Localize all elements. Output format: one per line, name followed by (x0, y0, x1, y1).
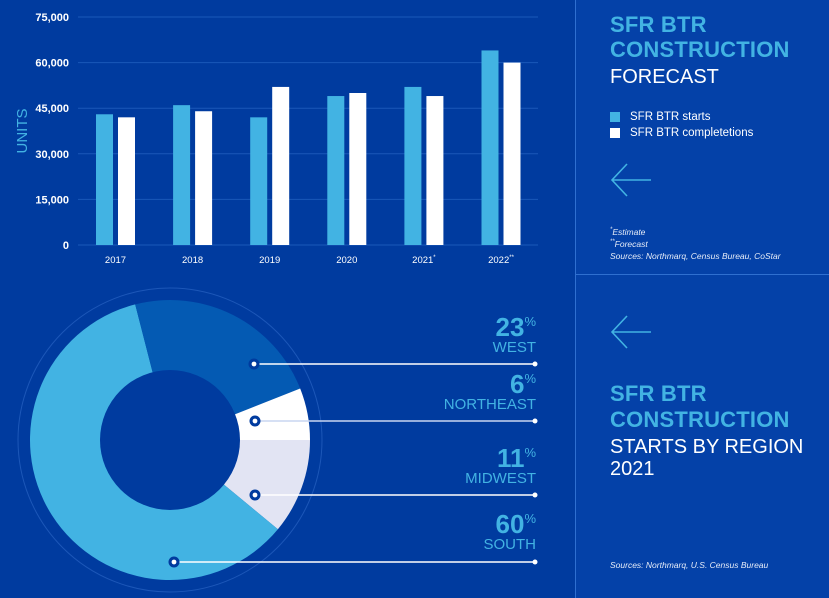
bar-chart: 0 15,000 30,000 45,000 60,000 75,000 2017 2018… (14, 12, 538, 266)
donut-chart (17, 287, 538, 593)
region-name: SOUTH (483, 536, 537, 553)
y-tick-label: 30,000 (35, 149, 69, 161)
region-pct: 23 (495, 312, 525, 342)
bar-completions-2021 (426, 96, 444, 245)
forecast-subtitle: FORECAST (610, 66, 719, 88)
region-pct: 60 (495, 509, 525, 539)
slice-marker-dot (251, 361, 257, 367)
x-tick-label: 2020 (336, 255, 357, 266)
x-tick-label: 2021* (412, 255, 436, 266)
region-label-midwest: 11% MIDWEST (465, 443, 536, 487)
y-tick-label: 45,000 (35, 103, 69, 115)
x-tick-label: 2017 (105, 255, 126, 266)
note-estimate: Estimate (612, 227, 646, 237)
bar-completions-2018 (195, 111, 213, 246)
legend-item-completions: SFR BTR completetions (610, 125, 753, 141)
y-axis-label: UNITS (14, 109, 31, 154)
y-tick-label: 0 (63, 240, 69, 252)
legend-swatch-completions (610, 128, 620, 138)
legend-label: SFR BTR starts (630, 111, 711, 123)
region-label-northeast: 6% NORTHEAST (443, 369, 536, 413)
bar-completions-2020 (349, 93, 367, 245)
charts-area: 0 15,000 30,000 45,000 60,000 75,000 2017 2018… (14, 12, 538, 593)
y-tick-label: 60,000 (35, 58, 69, 70)
bar-starts-2021 (404, 86, 422, 245)
x-tick-label: 2022** (488, 255, 514, 266)
slice-marker-dot (171, 559, 177, 565)
vertical-divider (575, 0, 576, 598)
side-panel: SFR BTR CONSTRUCTION FORECAST SFR BTR st… (576, 0, 829, 598)
region-name: NORTHEAST (443, 396, 536, 413)
region-title-line2: CONSTRUCTION (610, 407, 790, 432)
slice-marker-dot (252, 418, 258, 424)
bar-completions-2022 (503, 62, 521, 245)
bar-starts-2018 (173, 105, 191, 245)
y-tick-label: 75,000 (35, 12, 69, 24)
leader-end-dot (532, 492, 538, 498)
bar-starts-2020 (327, 96, 345, 245)
legend-label: SFR BTR completetions (630, 127, 754, 139)
left-arrow-icon[interactable] (610, 160, 652, 200)
leader-end-dot (532, 361, 538, 367)
sources-region: Sources: Northmarq, U.S. Census Bureau (610, 560, 769, 570)
note-forecast: Forecast (614, 239, 648, 249)
bar-starts-2022 (481, 50, 499, 245)
leader-end-dot (532, 559, 538, 565)
region-label-west: 23% WEST (492, 312, 536, 356)
bar-starts-2017 (96, 114, 113, 245)
bar-completions-2019 (272, 86, 290, 245)
legend-item-starts: SFR BTR starts (610, 109, 753, 125)
region-subtitle: STARTS BY REGION 2021 (610, 436, 804, 480)
forecast-title-line1: SFR BTR (610, 12, 707, 37)
donut-hole (100, 370, 240, 510)
region-title-line1: SFR BTR (610, 381, 707, 406)
horizontal-divider (576, 274, 829, 275)
bar-completions-2017 (118, 117, 135, 245)
legend-swatch-starts (610, 112, 620, 122)
x-tick-label: 2019 (259, 255, 280, 266)
left-arrow-icon[interactable] (610, 312, 652, 352)
slice-marker-dot (252, 492, 258, 498)
donut-outer-ring (17, 287, 323, 593)
region-name: MIDWEST (465, 470, 536, 487)
forecast-title-line2: CONSTRUCTION (610, 37, 790, 62)
region-label-south: 60% SOUTH (483, 509, 537, 553)
sources-forecast: Sources: Northmarq, Census Bureau, CoSta… (610, 251, 781, 261)
region-name: WEST (492, 339, 536, 356)
leader-end-dot (532, 418, 538, 424)
chart-notes: *Estimate **Forecast Sources: Northmarq,… (610, 227, 781, 261)
x-tick-label: 2018 (182, 255, 203, 266)
bar-starts-2019 (250, 117, 268, 245)
region-pct: 11 (496, 443, 525, 473)
bar-chart-legend: SFR BTR starts SFR BTR completetions (610, 109, 753, 141)
y-tick-label: 15,000 (35, 194, 69, 206)
region-pct: 6 (509, 369, 525, 399)
